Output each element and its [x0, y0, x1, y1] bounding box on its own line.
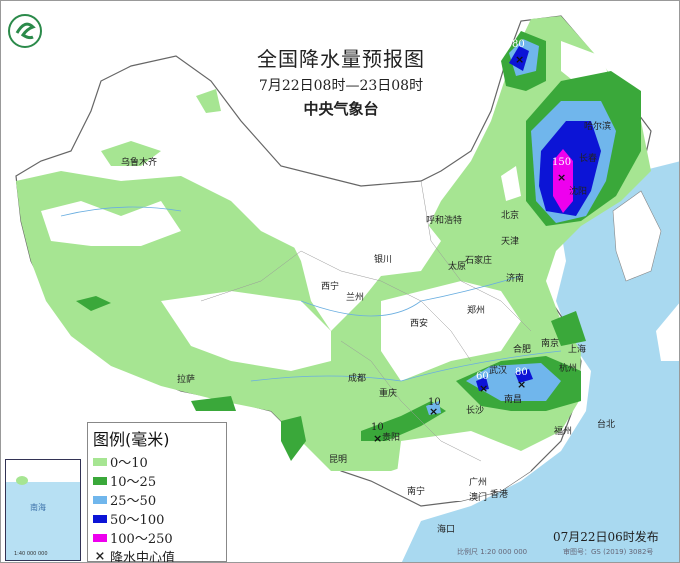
city-label: 天津	[501, 237, 520, 247]
city-label: 太原	[448, 262, 467, 272]
city-label: 济南	[506, 274, 525, 284]
legend: 图例(毫米) 0～10 10～25 25～50 50～100 100～250 ×…	[87, 422, 227, 562]
legend-item: 0～10	[93, 452, 221, 471]
city-label: 西宁	[321, 282, 340, 292]
legend-item: 25～50	[93, 490, 221, 509]
city-label: 长春	[579, 154, 598, 164]
cma-logo	[7, 13, 43, 49]
city-label: 合肥	[513, 345, 532, 355]
legend-item: 100～250	[93, 528, 221, 547]
legend-title: 图例(毫米)	[93, 430, 170, 449]
map-scale: 比例尺 1:20 000 000	[457, 548, 528, 556]
precip-center-cross-icon: ×	[515, 53, 525, 66]
map-approval-number: 审图号：GS (2019) 3082号	[563, 548, 654, 556]
city-label: 银川	[374, 255, 393, 265]
forecast-period: 7月22日08时—23日08时	[258, 78, 424, 94]
inset-scale: 1:40 000 000	[14, 551, 48, 557]
legend-label: 0～10	[110, 456, 148, 471]
city-label: 郑州	[467, 306, 486, 316]
city-label: 昆明	[329, 455, 348, 465]
city-label: 上海	[568, 345, 587, 355]
legend-item: × 降水中心值	[93, 547, 221, 563]
legend-item: 10～25	[93, 471, 221, 490]
city-label: 南昌	[504, 395, 523, 405]
city-label: 呼和浩特	[426, 216, 463, 226]
legend-label: 100～250	[110, 532, 173, 547]
legend-label: 降水中心值	[110, 551, 176, 563]
city-label: 台北	[597, 420, 616, 430]
precip-center-value: 150	[552, 157, 572, 168]
city-label: 沈阳	[569, 187, 588, 197]
issued-time: 07月22日06时发布	[553, 530, 659, 544]
south-china-sea-inset: 南海 1:40 000 000	[5, 459, 81, 561]
legend-label: 10～25	[110, 475, 157, 490]
city-label: 拉萨	[177, 375, 196, 385]
city-label: 南京	[541, 339, 560, 349]
precip-center-cross-icon: ×	[429, 405, 439, 418]
precip-center-cross-icon: ×	[557, 171, 567, 184]
city-label: 石家庄	[465, 256, 493, 266]
city-label: 成都	[348, 374, 367, 384]
city-label: 武汉	[489, 366, 508, 376]
city-label: 南宁	[407, 487, 426, 497]
city-label: 北京	[501, 211, 520, 221]
city-label: 重庆	[379, 389, 398, 399]
legend-item: 50～100	[93, 509, 221, 528]
precip-center-value: 60	[476, 371, 489, 382]
city-label: 长沙	[466, 406, 485, 416]
cross-icon: ×	[94, 549, 106, 563]
agency-name: 中央气象台	[303, 100, 379, 118]
precip-center-value: 80	[512, 39, 525, 50]
city-label: 广州	[469, 478, 488, 488]
legend-label: 50～100	[110, 513, 165, 528]
rain-100-250	[553, 149, 573, 213]
precip-center-cross-icon: ×	[517, 378, 527, 391]
precip-center-cross-icon: ×	[373, 432, 383, 445]
city-label: 杭州	[559, 364, 578, 374]
city-label: 海口	[437, 525, 456, 535]
inset-sea-label: 南海	[30, 503, 46, 512]
city-label: 贵阳	[382, 433, 401, 443]
precip-center-value: 80	[515, 367, 528, 378]
city-label: 西安	[410, 319, 429, 329]
precip-center-cross-icon: ×	[479, 382, 489, 395]
map-title: 全国降水量预报图	[257, 47, 425, 71]
precip-center-value: 10	[428, 397, 441, 408]
city-label: 澳门	[469, 493, 488, 503]
city-label: 兰州	[346, 293, 365, 303]
legend-label: 25～50	[110, 494, 157, 509]
ocean	[401, 161, 679, 562]
city-label: 哈尔滨	[584, 122, 612, 132]
precip-center-value: 10	[371, 422, 384, 433]
city-label: 香港	[490, 490, 509, 500]
city-label: 乌鲁木齐	[121, 158, 158, 168]
city-label: 福州	[554, 427, 573, 437]
